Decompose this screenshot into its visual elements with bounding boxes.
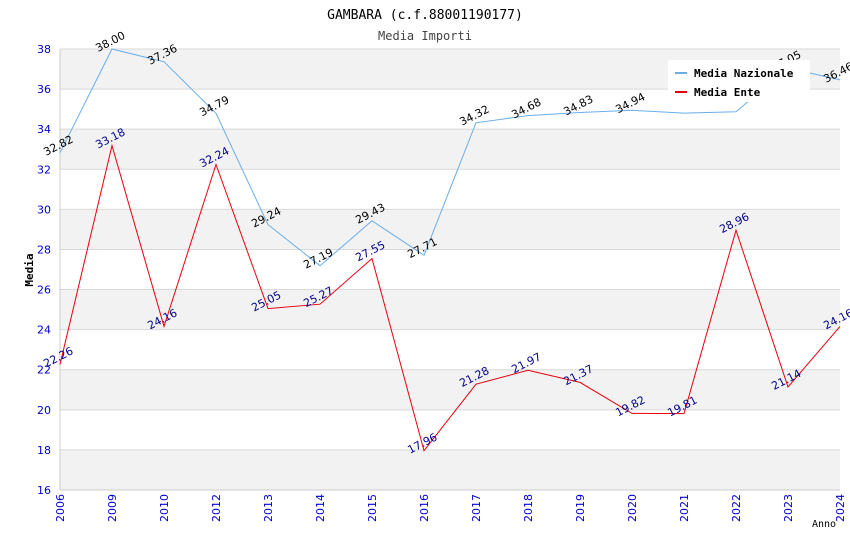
legend-label: Media Nazionale xyxy=(694,67,794,80)
y-tick-label: 16 xyxy=(37,484,51,497)
y-tick-label: 20 xyxy=(37,404,51,417)
x-tick-label: 2012 xyxy=(210,494,223,522)
x-tick-label: 2017 xyxy=(470,494,483,522)
y-axis-label: Media xyxy=(23,253,36,286)
y-tick-label: 22 xyxy=(37,364,51,377)
chart-subtitle: Media Importi xyxy=(378,29,472,43)
grid-band xyxy=(60,449,840,490)
x-tick-label: 2016 xyxy=(418,494,431,522)
x-tick-label: 2010 xyxy=(158,494,171,522)
x-tick-label: 2014 xyxy=(314,494,327,522)
series-lines xyxy=(59,48,841,452)
x-tick-label: 2020 xyxy=(626,494,639,522)
y-axis-ticks: 16 18 20 22 24 26 28 30 32 34 36 38 xyxy=(37,43,51,497)
x-tick-label: 2013 xyxy=(262,494,275,522)
y-tick-label: 18 xyxy=(37,444,51,457)
x-tick-label: 2015 xyxy=(366,494,379,522)
data-label: 34.94 xyxy=(613,90,647,116)
grid-band xyxy=(60,129,840,170)
x-tick-label: 2023 xyxy=(782,494,795,522)
x-tick-label: 2019 xyxy=(574,494,587,522)
y-tick-label: 30 xyxy=(37,203,51,216)
y-tick-label: 36 xyxy=(37,83,51,96)
x-axis-label: Anno xyxy=(812,519,836,530)
series-line-2 xyxy=(59,143,841,452)
data-label: 34.32 xyxy=(457,103,491,129)
y-tick-label: 24 xyxy=(37,324,51,337)
y-tick-label: 28 xyxy=(37,243,51,256)
data-label: 34.79 xyxy=(197,93,231,119)
data-label: 34.68 xyxy=(509,95,543,121)
y-tick-label: 38 xyxy=(37,43,51,56)
y-tick-label: 34 xyxy=(37,123,51,136)
background-bands xyxy=(59,48,840,491)
grid-band xyxy=(60,209,840,250)
grid-band xyxy=(60,369,840,410)
x-axis-ticks: 2006 2009 2010 2012 2013 2014 2015 2016 2017 2018… xyxy=(54,494,847,522)
data-label: 22.26 xyxy=(41,344,75,370)
y-tick-label: 32 xyxy=(37,163,51,176)
series-line-1 xyxy=(59,48,841,267)
x-tick-label: 2024 xyxy=(834,494,847,522)
legend: Media Nazionale Media Ente xyxy=(668,60,810,102)
data-label: 34.83 xyxy=(561,92,595,118)
chart-title: GAMBARA (c.f.88001190177) xyxy=(327,8,523,23)
x-tick-label: 2018 xyxy=(522,494,535,522)
x-tick-label: 2009 xyxy=(106,494,119,522)
legend-box xyxy=(668,60,810,102)
grid-band xyxy=(60,289,840,330)
x-tick-label: 2006 xyxy=(54,494,67,522)
x-tick-label: 2022 xyxy=(730,494,743,522)
legend-label: Media Ente xyxy=(694,86,761,99)
x-tick-label: 2021 xyxy=(678,494,691,522)
y-tick-label: 26 xyxy=(37,284,51,297)
